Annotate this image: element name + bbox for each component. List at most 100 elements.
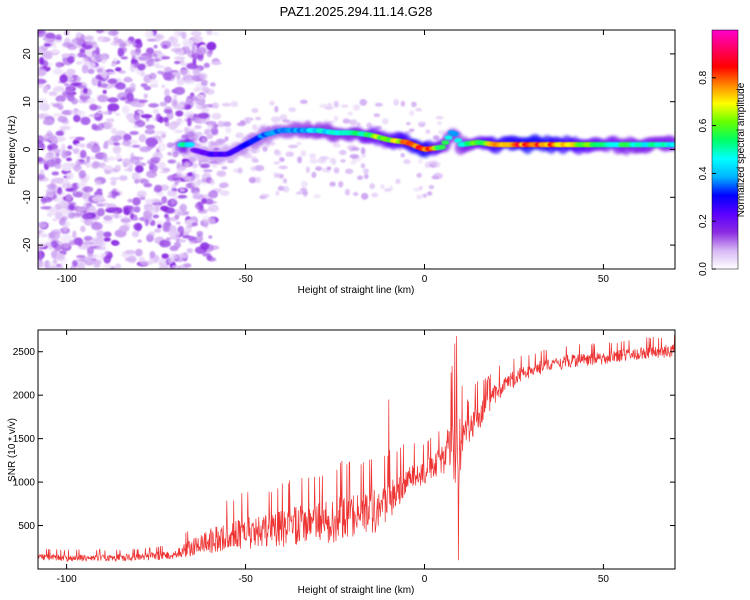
spectrogram-noise-cell [51, 171, 60, 176]
spectrogram-noise-cell [302, 189, 308, 196]
spectrogram-noise-cell [111, 190, 117, 199]
spectrogram-noise-cell [126, 92, 134, 102]
spectrogram-noise-cell [77, 161, 88, 165]
spectrogram-noise-cell [380, 183, 385, 190]
spectrogram-noise-cell [433, 172, 443, 180]
spectrogram-noise-cell [112, 240, 120, 246]
spectrogram-noise-cell [80, 143, 85, 149]
spectrogram-noise-cell [75, 61, 83, 65]
spectrogram-noise-cell [102, 165, 114, 170]
spectrogram-noise-cell [282, 178, 288, 184]
spectrogram-noise-cell [197, 208, 208, 214]
spectrogram-noise-cell [167, 257, 175, 264]
spectrogram-noise-cell [86, 143, 92, 149]
spectrogram-noise-cell [162, 223, 170, 233]
spectrogram-noise-cell [201, 194, 210, 199]
spectrogram-noise-cell [196, 47, 207, 56]
spectrogram-noise-cell [158, 116, 164, 124]
spectrogram-noise-cell [172, 151, 179, 158]
y-tick-label: -20 [22, 237, 33, 252]
spectrogram-noise-cell [66, 68, 76, 76]
spectrogram-noise-cell [175, 110, 184, 117]
spectrogram-noise-cell [285, 151, 295, 157]
colorbar-tick-label: 0.8 [698, 70, 709, 84]
spectrogram-noise-cell [137, 239, 142, 243]
spectrogram-noise-cell [92, 259, 102, 266]
spectrogram-noise-cell [164, 88, 170, 97]
colorbar-ticks: 0.0 0.2 0.4 0.6 0.8 [698, 70, 716, 276]
spectrogram-noise-cell [252, 124, 258, 131]
spectrogram-noise-cell [61, 162, 72, 172]
spectrogram-noise-cell [85, 40, 97, 46]
spectrogram-noise-cell [438, 129, 446, 136]
spectrogram-noise-cell [250, 156, 257, 162]
spectrogram-noise-cell [176, 78, 185, 86]
spectrogram-noise-cell [88, 113, 101, 118]
spectrogram-noise-cell [120, 218, 132, 223]
spectrogram-noise-cell [317, 157, 327, 164]
spectrogram-noise-cell [132, 197, 141, 206]
spectrogram-noise-cell [417, 121, 427, 126]
spectrogram-noise-cell [84, 256, 95, 262]
spectrogram-noise-cell [240, 120, 245, 124]
spectrogram-noise-cell [130, 212, 134, 219]
spectrogram-noise-cell [179, 68, 191, 76]
spectrogram-noise-cell [146, 38, 157, 42]
spectrogram-ylabel: Frequency (Hz) [7, 116, 18, 185]
spectrogram-noise-cell [83, 87, 88, 94]
spectrogram-noise-cell [205, 88, 215, 95]
spectrogram-noise-cell [415, 107, 422, 112]
spectrogram-noise-cell [38, 229, 44, 234]
spectrogram-noise-cell [274, 105, 279, 113]
spectrogram-noise-cell [138, 134, 147, 143]
spectrogram-noise-cell [96, 188, 103, 193]
spectrogram-noise-cell [61, 150, 69, 159]
spectrogram-noise-cell [94, 125, 100, 131]
y-tick-label: 0 [22, 146, 33, 152]
spectrogram-noise-cell [202, 252, 212, 257]
spectrogram-noise-cell [52, 86, 65, 93]
spectrogram-noise-cell [101, 111, 112, 115]
spectrogram-noise-cell [210, 141, 218, 146]
spectrogram-noise-cell [118, 70, 126, 74]
spectrogram-noise-cell [82, 212, 92, 220]
spectrogram-noise-cell [102, 264, 115, 269]
spectrogram-noise-cell [90, 60, 95, 69]
spectrogram-noise-cell [311, 171, 317, 178]
x-tick-label: 0 [422, 574, 428, 585]
spectrogram-noise-cell [95, 237, 105, 246]
spectrogram-noise-cell [128, 163, 134, 173]
spectrogram-noise-cell [371, 192, 379, 198]
spectrogram-noise-cell [194, 202, 204, 210]
spectrogram-noise-cell [206, 121, 216, 129]
spectrogram-noise-cell [132, 144, 141, 148]
spectrogram-noise-cell [235, 134, 241, 138]
spectrogram-noise-cell [115, 153, 122, 160]
spectrogram-noise-cell [149, 72, 157, 80]
spectrogram-noise-cell [271, 116, 281, 123]
spectrogram-noise-cell [81, 64, 89, 74]
spectrogram-noise-cell [66, 56, 75, 64]
spectrogram-noise-cell [250, 166, 256, 172]
spectrogram-noise-cell [144, 199, 155, 204]
spectrogram-noise-cell [154, 184, 163, 193]
spectrogram-noise-cell [121, 105, 130, 114]
colorbar-tick-label: 0.2 [698, 214, 709, 228]
spectrogram-noise-cell [361, 192, 369, 200]
spectrogram-noise-cell [219, 184, 226, 189]
spectrogram-noise-cell [409, 110, 415, 117]
spectrogram-noise-cell [78, 207, 88, 211]
spectrogram-noise-cell [163, 109, 173, 114]
spectrogram-noise-cell [44, 112, 49, 117]
spectrogram-noise-cell [406, 121, 411, 126]
spectrogram-noise-cell [260, 193, 270, 198]
spectrogram-noise-cell [327, 102, 333, 107]
spectrogram-noise-cell [144, 129, 156, 135]
spectrogram-noise-cell [129, 101, 139, 107]
spectrogram-noise-cell [152, 214, 159, 219]
spectrogram-noise-cell [52, 218, 58, 222]
spectrogram-noise-cell [55, 34, 62, 41]
spectrogram-noise-cell [191, 182, 201, 188]
spectrogram-noise-cell [127, 198, 134, 203]
spectrogram-noise-cell [62, 42, 74, 48]
